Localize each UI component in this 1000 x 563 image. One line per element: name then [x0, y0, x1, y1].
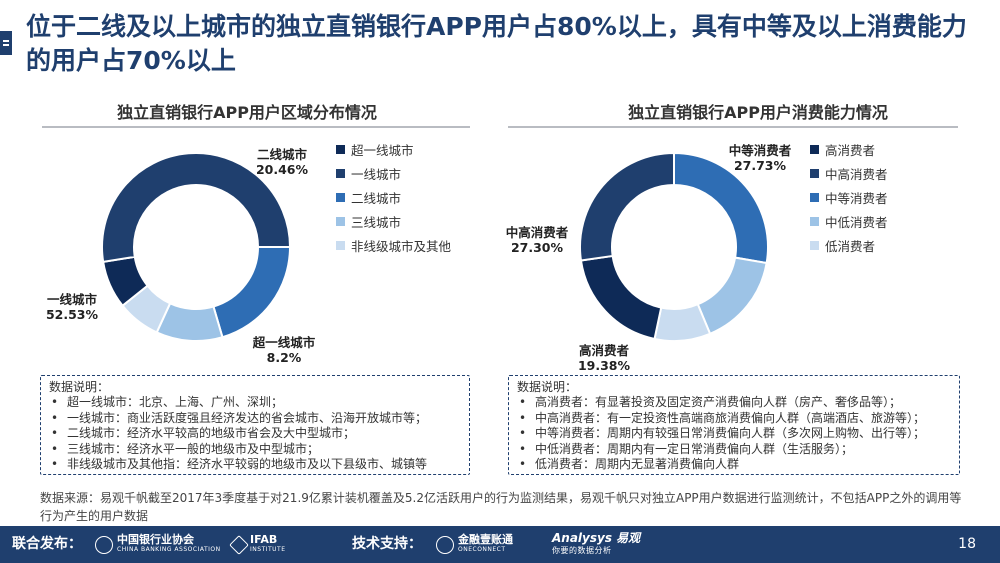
legend-swatch: [810, 192, 819, 202]
notes-heading: 数据说明：: [49, 380, 110, 394]
legend-consumption: 高消费者 中高消费者 中等消费者 中低消费者 低消费者: [810, 137, 888, 257]
donut-slice-2: [101, 152, 292, 264]
legend-swatch: [810, 216, 819, 226]
ifab-logo: IFAB INSTITUTE: [229, 533, 286, 555]
data-label-second-tier: 二线城市 20.46%: [246, 147, 318, 177]
label-value: 52.53%: [45, 307, 99, 322]
cba-name: 中国银行业协会: [117, 533, 194, 546]
legend-item: 一线城市: [336, 161, 451, 185]
label-value: 8.2%: [266, 350, 302, 365]
legend-item: 二线城市: [336, 185, 451, 209]
divider-left: [42, 126, 470, 128]
legend-label: 高消费者: [825, 142, 876, 158]
label-name: 超一线城市: [252, 335, 316, 350]
data-label-super-first-tier: 超一线城市 8.2%: [240, 335, 328, 365]
legend-label: 三线城市: [351, 214, 402, 230]
label-value: 20.46%: [255, 162, 309, 177]
legend-label: 中高消费者: [825, 166, 888, 182]
donut-slice-2: [579, 151, 675, 262]
cba-name-en: CHINA BANKING ASSOCIATION: [117, 546, 221, 553]
cba-logo: 中国银行业协会 CHINA BANKING ASSOCIATION: [95, 533, 221, 555]
legend-swatch: [336, 240, 345, 250]
note-item: 中低消费者：周期内有一定日常消费偏向人群（生活服务）；: [517, 442, 951, 458]
data-label-high: 高消费者 19.38%: [565, 343, 643, 373]
legend-item: 中低消费者: [810, 209, 888, 233]
legend-label: 超一线城市: [351, 142, 414, 158]
label-name: 高消费者: [578, 343, 629, 358]
oneconnect-name: 金融壹账通: [458, 533, 513, 546]
oneconnect-emblem-icon: [436, 536, 454, 554]
donut-slice-3: [212, 246, 292, 339]
ifab-emblem-icon: [229, 535, 249, 555]
donut-chart-region: [101, 152, 292, 342]
notes-heading: 数据说明：: [517, 380, 578, 394]
legend-item: 低消费者: [810, 233, 888, 257]
legend-swatch: [336, 144, 345, 154]
legend-swatch: [810, 240, 819, 250]
legend-swatch: [336, 192, 345, 202]
note-item: 高消费者：有显著投资及固定资产消费偏向人群（房产、奢侈品等）；: [517, 395, 951, 411]
cba-emblem-icon: [95, 536, 113, 554]
analysys-name: Analysys 易观: [552, 531, 641, 545]
legend-item: 三线城市: [336, 209, 451, 233]
legend-item: 非线级城市及其他: [336, 233, 451, 257]
legend-region: 超一线城市 一线城市 二线城市 三线城市 非线级城市及其他: [336, 137, 451, 257]
legend-swatch: [336, 168, 345, 178]
analysys-slogan: 你要的数据分析: [552, 546, 612, 555]
chart-title-region: 独立直销银行APP用户区域分布情况: [117, 103, 377, 122]
page-title: 位于二线及以上城市的独立直销银行APP用户占80%以上，具有中等及以上消费能力的…: [26, 12, 967, 75]
legend-label: 低消费者: [825, 238, 876, 254]
label-value: 27.30%: [510, 240, 564, 255]
label-name: 中等消费者: [728, 143, 792, 158]
legend-swatch: [810, 168, 819, 178]
legend-label: 二线城市: [351, 190, 402, 206]
analysys-logo: Analysys 易观 你要的数据分析: [552, 532, 640, 556]
label-value: 27.73%: [733, 158, 787, 173]
legend-label: 非线级城市及其他: [351, 238, 452, 254]
legend-item: 中高消费者: [810, 161, 888, 185]
note-item: 三线城市：经济水平一般的地级市及中型城市；: [49, 442, 461, 458]
label-value: 19.38%: [577, 358, 631, 373]
donut-slice-1: [579, 254, 663, 341]
note-item: 二线城市：经济水平较高的地级市省会及大中型城市；: [49, 426, 461, 442]
chart-title-consumption: 独立直销银行APP用户消费能力情况: [628, 103, 888, 122]
divider-right: [508, 126, 958, 128]
donut-chart-consumption: [579, 151, 769, 342]
ifab-name: IFAB: [250, 533, 278, 546]
legend-item: 中等消费者: [810, 185, 888, 209]
note-item: 低消费者：周期内无显著消费偏向人群: [517, 457, 951, 473]
data-label-mid-high: 中高消费者 27.30%: [498, 225, 576, 255]
tech-support-label: 技术支持：: [352, 536, 422, 552]
notes-list: 超一线城市：北京、上海、广州、深圳； 一线城市：商业活跃度强且经济发达的省会城市…: [49, 395, 461, 472]
legend-swatch: [336, 216, 345, 226]
note-item: 中等消费者：周期内有较强日常消费偏向人群（多次网上购物、出行等）；: [517, 426, 951, 442]
legend-item: 超一线城市: [336, 137, 451, 161]
section-marker: [0, 31, 12, 55]
oneconnect-logo: 金融壹账通 ONECONNECT: [436, 533, 513, 555]
oneconnect-name-en: ONECONNECT: [458, 546, 506, 553]
donut-slice-4: [696, 256, 768, 336]
joint-publish-label: 联合发布：: [12, 536, 82, 552]
label-name: 中高消费者: [505, 225, 569, 240]
legend-label: 中低消费者: [825, 214, 888, 230]
data-label-mid: 中等消费者 27.73%: [714, 143, 806, 173]
note-item: 超一线城市：北京、上海、广州、深圳；: [49, 395, 461, 411]
ifab-name-en: INSTITUTE: [250, 546, 286, 553]
legend-label: 中等消费者: [825, 190, 888, 206]
note-item: 中高消费者：有一定投资性高端商旅消费偏向人群（高端酒店、旅游等）；: [517, 411, 951, 427]
label-name: 二线城市: [256, 147, 307, 162]
legend-swatch: [810, 144, 819, 154]
footer-bar: 联合发布： 中国银行业协会 CHINA BANKING ASSOCIATION …: [0, 526, 1000, 563]
notes-box-consumption: 数据说明： 高消费者：有显著投资及固定资产消费偏向人群（房产、奢侈品等）； 中高…: [508, 375, 960, 475]
legend-item: 高消费者: [810, 137, 888, 161]
legend-label: 一线城市: [351, 166, 402, 182]
note-item: 非线级城市及其他指：经济水平较弱的地级市及以下县级市、城镇等: [49, 457, 461, 473]
note-item: 一线城市：商业活跃度强且经济发达的省会城市、沿海开放城市等；: [49, 411, 461, 427]
notes-box-region: 数据说明： 超一线城市：北京、上海、广州、深圳； 一线城市：商业活跃度强且经济发…: [40, 375, 470, 475]
page-number: 18: [958, 536, 976, 552]
data-source-note: 数据来源：易观千帆截至2017年3季度基于对21.9亿累计装机覆盖及5.2亿活跃…: [40, 491, 962, 523]
notes-list: 高消费者：有显著投资及固定资产消费偏向人群（房产、奢侈品等）； 中高消费者：有一…: [517, 395, 951, 472]
data-label-first-tier: 一线城市 52.53%: [38, 292, 106, 322]
label-name: 一线城市: [46, 292, 97, 307]
